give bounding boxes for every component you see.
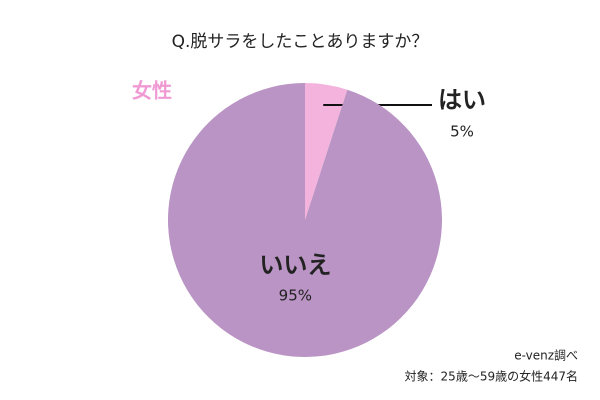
pie-slice — [168, 83, 443, 357]
value-label: 5% — [450, 122, 474, 140]
slice-label: はい — [438, 86, 486, 114]
source-note: 対象：25歳〜59歳の女性447名 — [405, 369, 578, 384]
slice-label: いいえ — [259, 251, 331, 279]
chart-title: Q.脱サラをしたことありますか？ — [172, 32, 429, 52]
value-label: 95% — [279, 286, 312, 304]
subtitle: 女性 — [132, 79, 172, 103]
pie-slice — [305, 83, 348, 220]
source-note: e-venz調べ — [514, 349, 578, 363]
